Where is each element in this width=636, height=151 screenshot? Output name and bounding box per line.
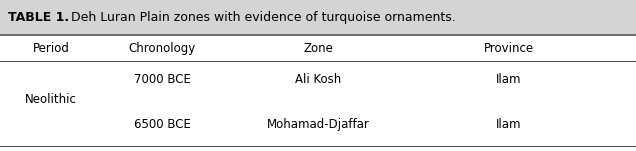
Text: Neolithic: Neolithic (25, 93, 77, 106)
Text: Deh Luran Plain zones with evidence of turquoise ornaments.: Deh Luran Plain zones with evidence of t… (67, 11, 456, 24)
Text: Ilam: Ilam (496, 118, 522, 131)
Text: TABLE 1.: TABLE 1. (8, 11, 69, 24)
Text: Ali Kosh: Ali Kosh (295, 73, 341, 86)
Text: Mohamad-Djaffar: Mohamad-Djaffar (266, 118, 370, 131)
Text: 6500 BCE: 6500 BCE (134, 118, 191, 131)
Text: 7000 BCE: 7000 BCE (134, 73, 191, 86)
Text: Ilam: Ilam (496, 73, 522, 86)
Text: Zone: Zone (303, 42, 333, 55)
Text: Chronology: Chronology (128, 42, 196, 55)
Text: Province: Province (484, 42, 534, 55)
Text: Period: Period (32, 42, 69, 55)
Bar (0, 0, 636, 35)
